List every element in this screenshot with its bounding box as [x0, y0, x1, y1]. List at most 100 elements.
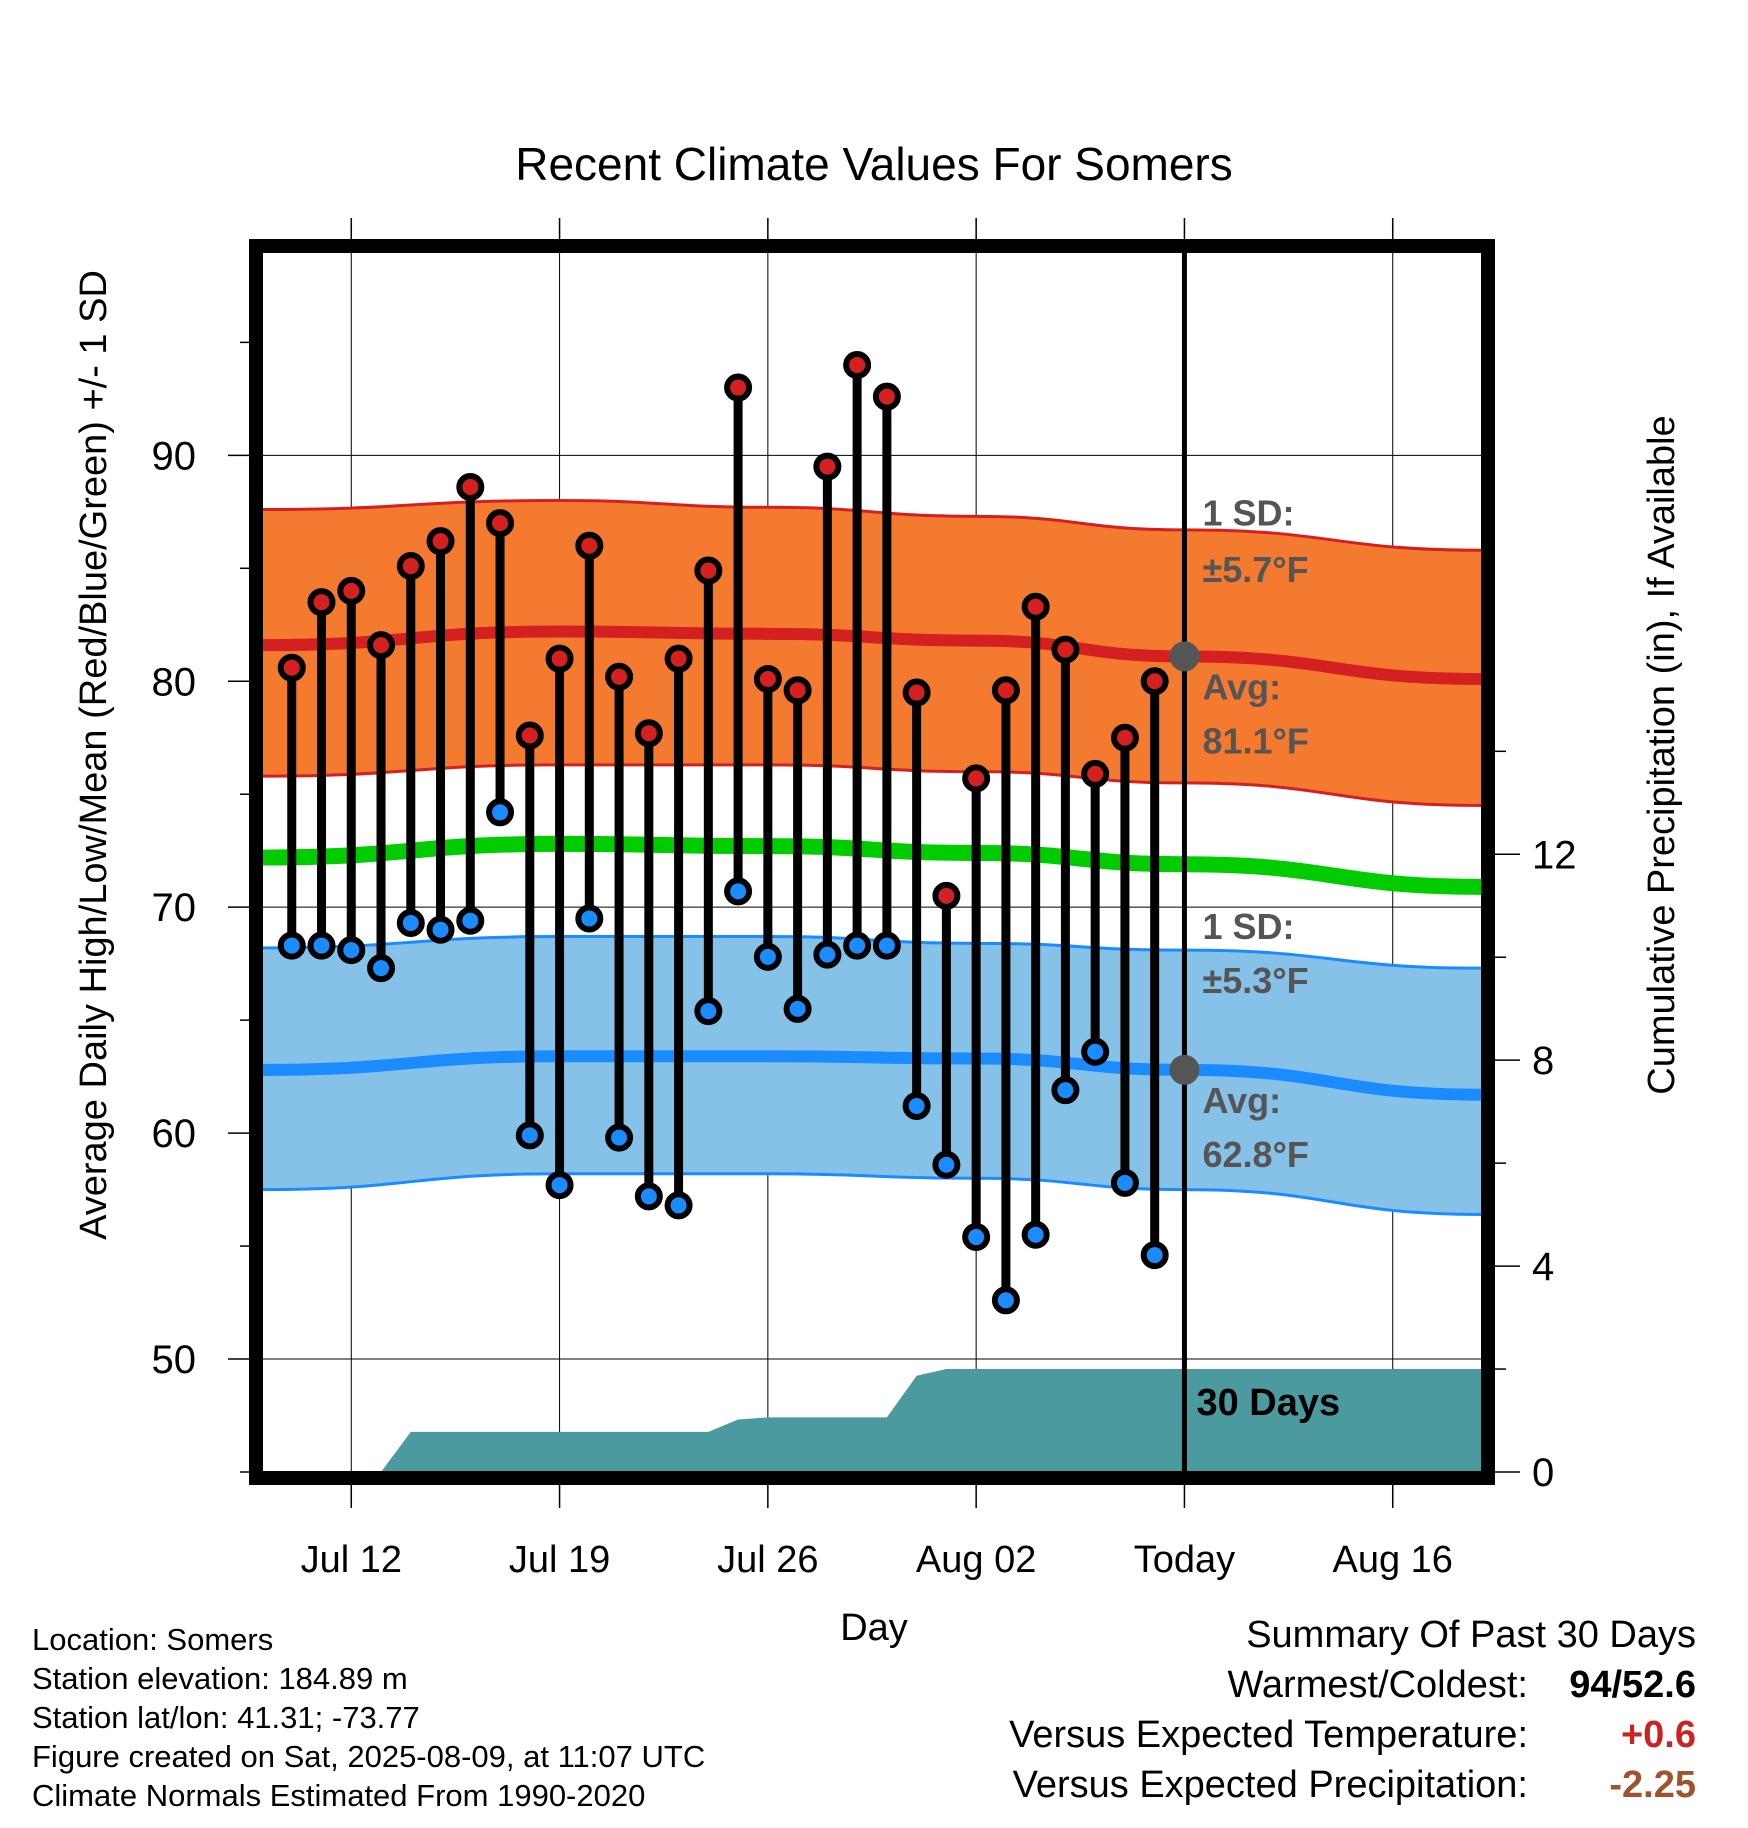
y2-tick-label: 8 [1532, 1039, 1554, 1083]
low-point [515, 1121, 544, 1150]
high-point [1140, 667, 1169, 696]
high-point [783, 676, 812, 705]
y-tick-label: 60 [152, 1112, 197, 1156]
low-sd-label: 1 SD: [1202, 906, 1294, 947]
plot-frame [249, 239, 1495, 1485]
high-sd-label: 1 SD: [1202, 492, 1294, 533]
high-avg-line [262, 625, 1482, 685]
annotations: 1 SD: ±5.7°F Avg: 81.1°F 1 SD: ±5.3°F Avg: 62.8… [1169, 492, 1309, 1175]
low-point [1021, 1220, 1050, 1249]
low-point [367, 954, 396, 983]
high-sd-band [262, 500, 1482, 806]
low-point [634, 1182, 663, 1211]
latlon-text: Station lat/lon: 41.31; -73.77 [32, 1700, 420, 1735]
high-point [1021, 592, 1050, 621]
low-point [1110, 1168, 1139, 1197]
high-point [872, 382, 901, 411]
y2-axis-label: Cumulative Precipitation (in), If Availa… [1641, 415, 1683, 1094]
low-point [426, 915, 455, 944]
high-point [337, 576, 366, 605]
high-point [813, 452, 842, 481]
high-point [694, 556, 723, 585]
high-avg-value: 81.1°F [1202, 721, 1308, 762]
normal-bands [262, 499, 1482, 1216]
high-point [575, 531, 604, 560]
low-sd-value: ±5.3°F [1202, 960, 1308, 1001]
low-point [1140, 1241, 1169, 1270]
y-tick-label: 80 [152, 660, 197, 704]
high-point [1081, 759, 1110, 788]
mean-line [262, 835, 1482, 895]
high-point [486, 509, 515, 538]
axes: Jul 12 Jul 19 Jul 26 Aug 02 Today Aug 16 50 60 7… [152, 218, 1577, 1581]
high-point [545, 644, 574, 673]
high-point [367, 631, 396, 660]
low-point [1051, 1076, 1080, 1105]
high-point [277, 653, 306, 682]
slash: / [1611, 1664, 1623, 1706]
summary-title: Summary Of Past 30 Days [1246, 1614, 1696, 1656]
y-axis-label: Average Daily High/Low/Mean (Red/Blue/Gr… [73, 270, 115, 1240]
high-point [307, 588, 336, 617]
y2-tick-label: 12 [1532, 833, 1577, 877]
high-point [456, 472, 485, 501]
summary-panel: Summary Of Past 30 Days Warmest/Coldest:… [1009, 1610, 1696, 1810]
high-sd-band-upper-edge [262, 499, 1482, 552]
low-point [962, 1223, 991, 1252]
daily-stems [287, 364, 1160, 1301]
chart-title: Recent Climate Values For Somers [515, 138, 1233, 190]
low-point [545, 1171, 574, 1200]
high-avg-label: Avg: [1202, 666, 1281, 707]
today-marker: 30 Days [1181, 252, 1340, 1472]
high-point [932, 881, 961, 910]
low-sd-band-lower-edge [262, 1172, 1482, 1216]
low-point [605, 1123, 634, 1152]
y-tick-label: 90 [152, 434, 197, 478]
low-point [753, 942, 782, 971]
x-tick-label: Jul 12 [301, 1539, 402, 1581]
high-sd-value: ±5.7°F [1202, 549, 1308, 590]
low-point [486, 798, 515, 827]
elevation-text: Station elevation: 184.89 m [32, 1661, 408, 1696]
high-point [426, 527, 455, 556]
y2-tick-label: 4 [1532, 1245, 1554, 1289]
low-point [277, 931, 306, 960]
low-avg-label: Avg: [1202, 1080, 1281, 1121]
precip-period-label: 30 Days [1196, 1382, 1340, 1424]
high-point [991, 676, 1020, 705]
precip-row: Versus Expected Precipitation: -2.25 [1009, 1760, 1696, 1810]
high-sd-band-lower-edge [262, 763, 1482, 808]
warm-cold-row: Warmest/Coldest: 94/52.6 [1009, 1660, 1696, 1710]
y-tick-label: 70 [152, 886, 197, 930]
y2-tick-label: 0 [1532, 1451, 1554, 1495]
x-tick-label: Aug 02 [916, 1539, 1036, 1581]
low-point [307, 931, 336, 960]
low-point [932, 1150, 961, 1179]
x-tick-label: Today [1134, 1539, 1235, 1581]
high-point [902, 678, 931, 707]
low-point [783, 994, 812, 1023]
x-tick-label: Jul 26 [717, 1539, 818, 1581]
created-text: Figure created on Sat, 2025-08-09, at 11… [32, 1739, 706, 1774]
temp-row: Versus Expected Temperature: +0.6 [1009, 1710, 1696, 1760]
low-point [1081, 1037, 1110, 1066]
high-point [962, 764, 991, 793]
coldest-value: 52.6 [1622, 1664, 1696, 1706]
low-point [872, 931, 901, 960]
normals-text: Climate Normals Estimated From 1990-2020 [32, 1778, 646, 1813]
low-point [575, 904, 604, 933]
low-point [724, 877, 753, 906]
daily-points [277, 350, 1169, 1315]
low-avg-value: 62.8°F [1202, 1134, 1308, 1175]
low-point [337, 936, 366, 965]
high-point [396, 552, 425, 581]
high-point [724, 373, 753, 402]
high-point [634, 719, 663, 748]
precip-label: Versus Expected Precipitation: [1012, 1764, 1528, 1806]
low-point [813, 940, 842, 969]
low-avg-line [262, 1050, 1482, 1101]
today-low-avg-marker [1169, 1054, 1200, 1085]
low-point [902, 1092, 931, 1120]
warmest-value: 94 [1569, 1664, 1612, 1706]
